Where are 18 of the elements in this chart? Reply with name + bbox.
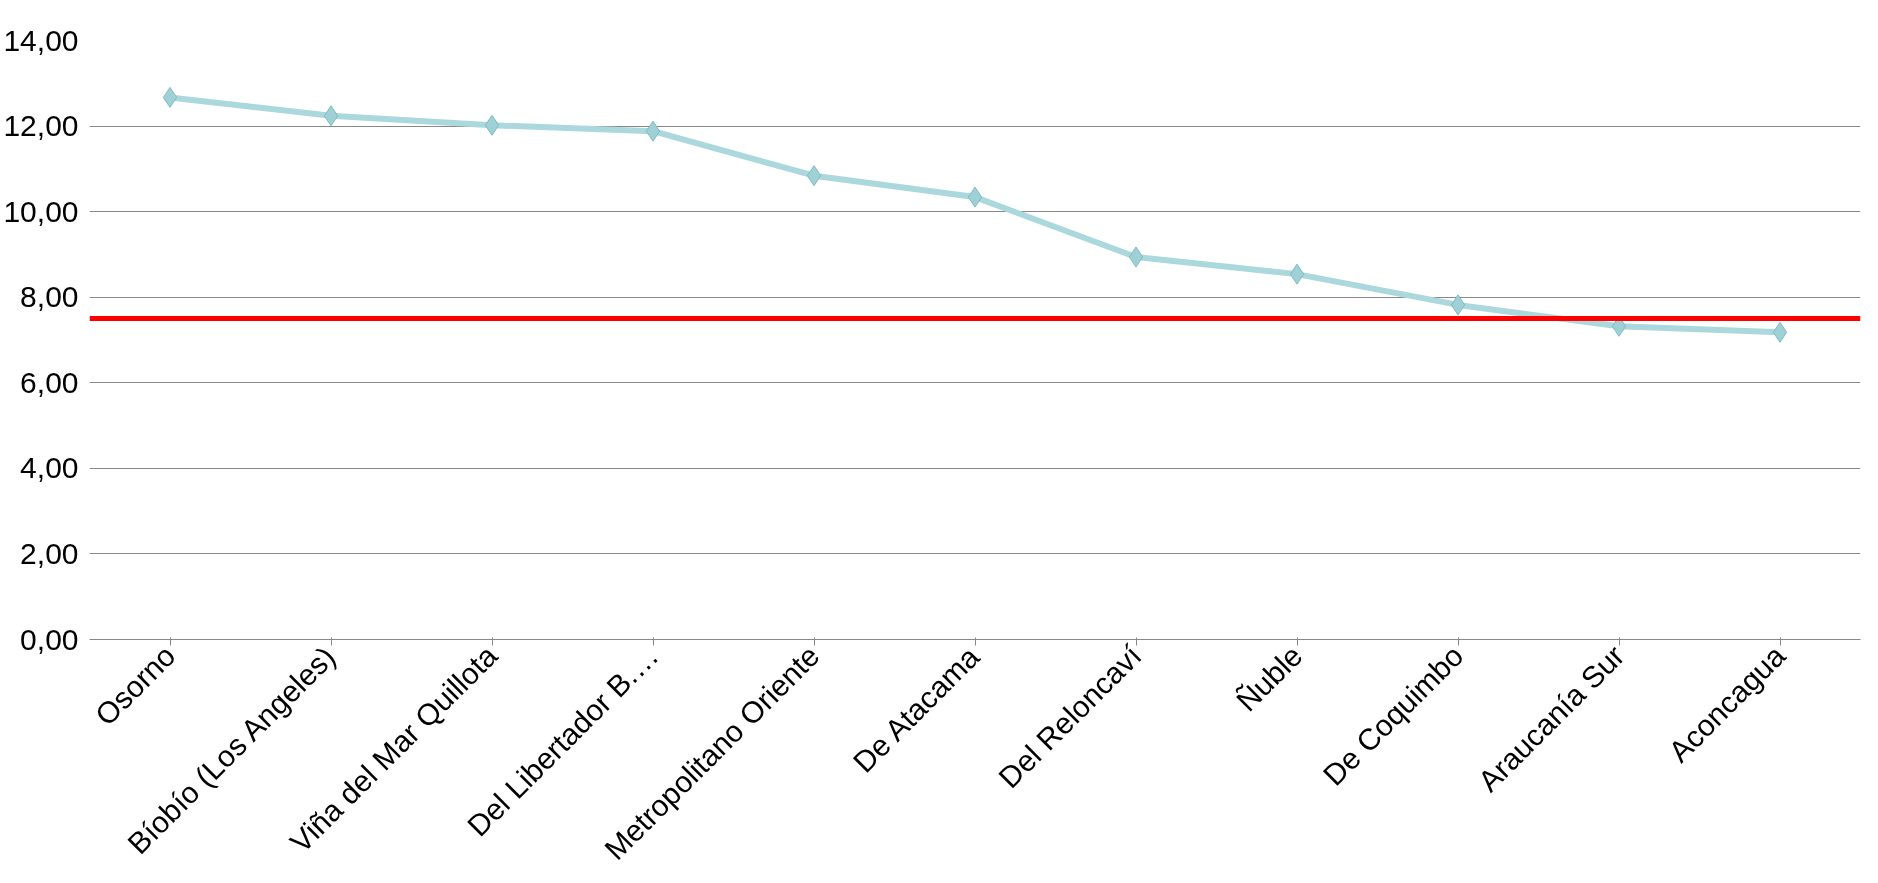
y-tick-label: 8,00 [20, 280, 79, 314]
y-tick-label: 12,00 [3, 109, 79, 143]
point [967, 186, 983, 208]
point [323, 105, 339, 127]
y-tick-label: 2,00 [20, 536, 79, 570]
point [1128, 246, 1144, 268]
point [162, 86, 178, 108]
point [484, 114, 500, 136]
point [1289, 263, 1305, 285]
y-tick-label: 14,00 [3, 23, 79, 57]
y-tick-label: 0,00 [20, 622, 79, 656]
point [1450, 294, 1466, 316]
point [645, 120, 661, 142]
y-tick-label: 10,00 [3, 194, 79, 228]
point [806, 165, 822, 187]
point [1772, 321, 1788, 343]
y-tick-label: 6,00 [20, 365, 79, 399]
y-tick-label: 4,00 [20, 451, 79, 485]
